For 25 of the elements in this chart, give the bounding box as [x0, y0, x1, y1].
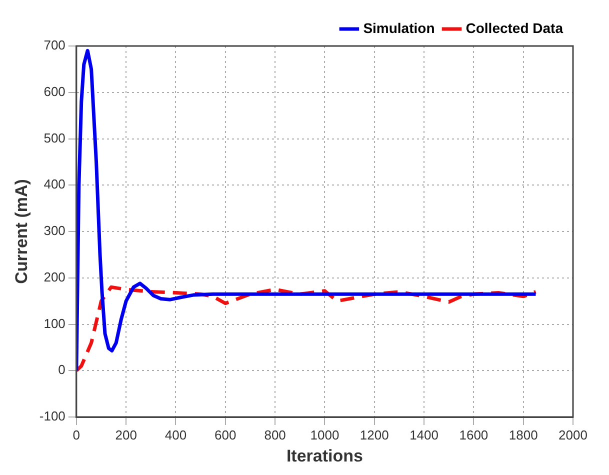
x-axis-title: Iterations [286, 446, 363, 466]
x-tick-label: 600 [214, 427, 236, 442]
legend-label: Collected Data [466, 20, 564, 36]
x-tick-label: 200 [115, 427, 137, 442]
y-tick-label: 700 [44, 38, 66, 53]
x-tick-label: 1600 [459, 427, 488, 442]
x-tick-label: 800 [264, 427, 286, 442]
x-tick-label: 2000 [558, 427, 588, 442]
y-tick-label: 100 [44, 316, 66, 331]
y-tick-label: 500 [44, 130, 66, 146]
x-tick-label: 1200 [360, 427, 389, 442]
y-tick-label: 600 [44, 84, 66, 99]
y-tick-label: 0 [58, 362, 66, 378]
x-tick-label: 0 [72, 427, 80, 442]
y-tick-label: 400 [44, 176, 66, 192]
y-tick-label: 200 [44, 269, 66, 284]
x-tick-label: 1000 [310, 427, 340, 442]
y-tick-label: 300 [44, 223, 66, 238]
x-tick-label: 1400 [410, 427, 438, 442]
x-tick-label: 400 [164, 427, 187, 442]
y-tick-label: -100 [39, 408, 66, 424]
line-series [76, 285, 538, 372]
y-axis-title: Current (mA) [12, 179, 31, 284]
legend-label: Simulation [363, 20, 435, 36]
x-tick-label: 1800 [508, 427, 538, 442]
